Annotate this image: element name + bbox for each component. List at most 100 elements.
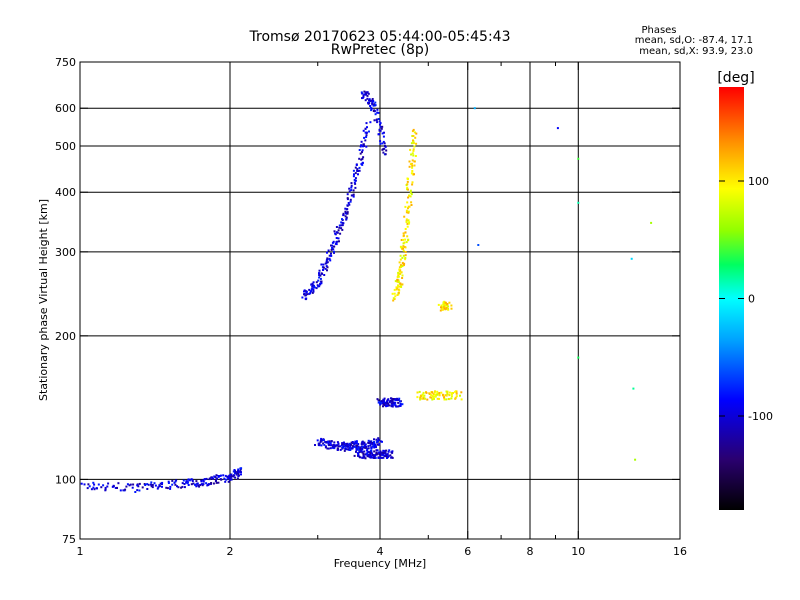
o-mode-low-layer-trace-point xyxy=(374,453,377,456)
o-mode-f-trace-point xyxy=(323,274,326,276)
x-mode-f-trace-point xyxy=(406,183,409,186)
o-mode-f-trace-point xyxy=(364,139,367,142)
o-mode-low-layer-trace-point xyxy=(136,489,139,492)
x-tick-label: 10 xyxy=(571,545,585,558)
o-mode-low-layer-trace-point xyxy=(223,477,226,480)
o-mode-f-trace-point xyxy=(371,102,374,105)
o-mode-low-layer-trace-point xyxy=(339,448,342,451)
o-mode-low-layer-trace-point xyxy=(378,451,380,454)
o-mode-low-layer-trace-point xyxy=(362,441,365,444)
x-mode-f-trace-point xyxy=(424,397,427,400)
o-mode-low-layer-trace-point xyxy=(171,479,174,482)
x-mode-f-trace-point xyxy=(412,154,415,157)
o-mode-low-layer-trace-point xyxy=(391,451,394,454)
o-mode-f-trace-point xyxy=(392,398,395,400)
o-mode-low-layer-trace-point xyxy=(225,478,228,481)
x-mode-f-trace-point xyxy=(407,222,410,225)
o-mode-low-layer-trace-point xyxy=(169,485,172,488)
x-mode-f-trace-point xyxy=(407,178,409,180)
x-mode-f-trace-point xyxy=(402,249,405,252)
o-mode-f-trace-point xyxy=(353,181,356,184)
x-mode-f-trace-point xyxy=(448,391,451,394)
o-mode-f-trace-point xyxy=(337,229,340,232)
x-mode-f-trace-point xyxy=(400,286,403,288)
o-mode-low-layer-trace-point xyxy=(388,449,391,452)
scattered-points-point xyxy=(634,458,637,461)
x-mode-f-trace-point xyxy=(407,238,410,241)
y-axis-label: Stationary phase Virtual Height [km] xyxy=(37,199,50,401)
x-mode-f-trace-point xyxy=(418,390,421,393)
o-mode-low-layer-trace-point xyxy=(373,445,376,448)
o-mode-low-layer-trace-point xyxy=(379,450,382,453)
x-mode-f-trace-point xyxy=(443,307,446,310)
x-mode-f-trace-point xyxy=(447,305,450,308)
tick-labels: 1 2 4 6 8 10 16 75 100 200 300 400 500 600 750 xyxy=(55,56,687,558)
o-mode-f-trace-point xyxy=(366,97,369,100)
o-mode-f-trace-point xyxy=(376,108,379,111)
o-mode-low-layer-trace-point xyxy=(355,450,357,453)
o-mode-low-layer-trace-point xyxy=(354,446,357,448)
o-mode-low-layer-trace-point xyxy=(202,483,205,486)
o-mode-f-trace-point xyxy=(341,228,344,231)
o-mode-low-layer-trace-point xyxy=(205,482,208,485)
x-mode-f-trace-point xyxy=(410,153,413,156)
o-mode-f-trace-point xyxy=(357,173,359,176)
axis-ticks xyxy=(79,61,681,540)
o-mode-low-layer-trace-point xyxy=(384,449,387,452)
o-mode-f-trace-point xyxy=(327,249,330,252)
x-mode-f-trace-point xyxy=(399,272,402,275)
o-mode-f-trace-point xyxy=(339,232,342,235)
o-mode-low-layer-trace-point xyxy=(129,483,132,486)
o-mode-f-trace-point xyxy=(382,399,385,402)
o-mode-low-layer-trace-point xyxy=(195,485,198,488)
o-mode-low-layer-trace-point xyxy=(347,445,350,448)
o-mode-f-trace-point xyxy=(377,399,380,402)
o-mode-low-layer-trace-point xyxy=(351,446,354,449)
o-mode-f-trace-point xyxy=(366,91,369,94)
chart-title: Tromsø 20170623 05:44:00-05:45:43 xyxy=(249,29,511,45)
x-mode-f-trace-point xyxy=(441,308,444,311)
o-mode-low-layer-trace-point xyxy=(350,441,353,444)
o-mode-f-trace-point xyxy=(368,130,370,133)
o-mode-f-trace-point xyxy=(373,103,376,106)
x-mode-f-trace-point xyxy=(406,225,409,228)
o-mode-low-layer-trace-point xyxy=(367,439,370,442)
colorbar-tick-label: 0 xyxy=(748,293,755,306)
x-mode-f-trace-point xyxy=(436,393,439,396)
o-mode-low-layer-trace-point xyxy=(336,448,339,451)
o-mode-f-trace-point xyxy=(315,287,318,290)
x-mode-f-trace-point xyxy=(411,181,414,184)
o-mode-f-trace-point xyxy=(394,398,397,401)
o-mode-low-layer-trace-point xyxy=(234,472,236,474)
o-mode-f-trace-point xyxy=(303,289,306,292)
o-mode-low-layer-trace-point xyxy=(347,448,350,451)
o-mode-f-trace-point xyxy=(331,241,334,244)
x-mode-f-trace-point xyxy=(404,228,407,230)
o-mode-f-trace-point xyxy=(349,198,352,201)
x-mode-f-trace-point xyxy=(441,306,444,309)
o-mode-f-trace-point xyxy=(362,145,364,148)
o-mode-low-layer-trace-point xyxy=(230,478,233,481)
x-mode-f-trace-point xyxy=(416,396,419,399)
x-mode-f-trace-point xyxy=(409,148,412,151)
x-mode-f-trace-point xyxy=(410,201,413,204)
x-mode-f-trace-point xyxy=(422,391,425,394)
x-mode-f-trace-point xyxy=(438,394,441,396)
o-mode-low-layer-trace-point xyxy=(327,447,330,450)
x-mode-f-trace-point xyxy=(406,201,409,204)
o-mode-low-layer-trace-point xyxy=(227,480,230,483)
x-mode-f-trace-point xyxy=(402,254,405,257)
x-mode-f-trace-point xyxy=(432,393,435,396)
o-mode-low-layer-trace-point xyxy=(373,446,376,449)
o-mode-low-layer-trace-point xyxy=(183,483,186,485)
o-mode-low-layer-trace-point xyxy=(314,444,316,446)
o-mode-f-trace-point xyxy=(344,210,347,213)
o-mode-f-trace-point xyxy=(311,285,314,288)
o-mode-f-trace-point xyxy=(392,401,395,404)
o-mode-low-layer-trace-point xyxy=(375,438,378,441)
x-mode-f-trace-point xyxy=(438,397,440,400)
x-mode-f-trace-point xyxy=(402,234,405,237)
o-mode-low-layer-trace-point xyxy=(198,485,201,488)
o-mode-f-trace-point xyxy=(371,98,374,100)
o-mode-low-layer-trace-point xyxy=(93,488,96,491)
